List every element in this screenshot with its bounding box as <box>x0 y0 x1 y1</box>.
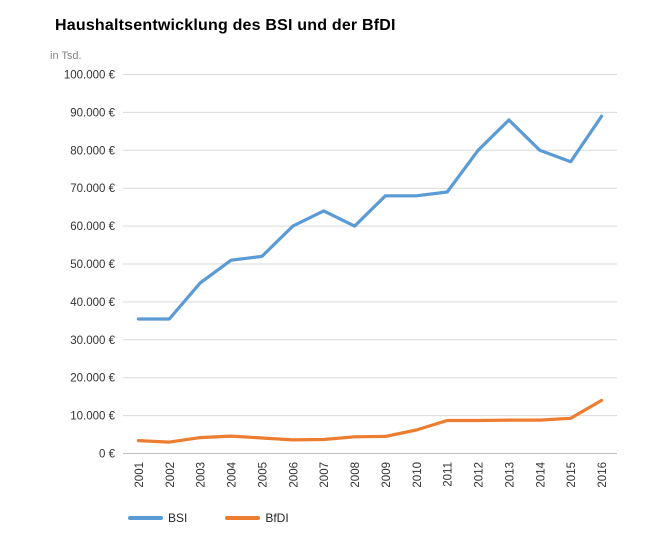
x-axis-tick-label: 2010 <box>412 462 424 488</box>
x-axis-tick-label: 2008 <box>350 462 362 488</box>
x-axis-tick-label: 2005 <box>257 462 269 488</box>
y-axis-tick-label: 50.000 € <box>70 259 115 271</box>
x-axis-tick-label: 2007 <box>319 462 331 488</box>
x-axis-tick-label: 2003 <box>196 462 208 488</box>
legend-item-bfdi: BfDI <box>225 511 289 525</box>
x-axis-tick-label: 2016 <box>597 462 609 488</box>
legend-swatch-bfdi <box>225 516 261 520</box>
x-axis-tick-label: 2011 <box>443 462 455 487</box>
y-axis-tick-label: 90.000 € <box>70 107 115 119</box>
legend-label-bfdi: BfDI <box>265 511 289 525</box>
y-axis-tick-label: 40.000 € <box>70 297 115 309</box>
y-axis-tick-label: 0 € <box>99 449 116 461</box>
x-axis-tick-label: 2009 <box>381 462 393 488</box>
legend-label-bsi: BSI <box>168 511 188 525</box>
y-axis-tick-label: 10.000 € <box>70 411 115 423</box>
series-line-bsi <box>136 114 604 321</box>
chart-title: Haushaltsentwicklung des BSI und der BfD… <box>55 17 396 34</box>
x-axis-tick-label: 2014 <box>535 461 547 487</box>
x-axis-tick-label: 2015 <box>566 462 578 488</box>
x-axis-tick-label: 2004 <box>227 461 239 487</box>
legend-swatch-bsi <box>128 516 163 520</box>
y-axis-tick-label: 60.000 € <box>70 221 115 233</box>
unit-note: in Tsd. <box>50 50 82 62</box>
y-axis-tick-label: 70.000 € <box>70 183 115 195</box>
x-axis-tick-label: 2013 <box>504 462 516 488</box>
x-axis-tick-label: 2006 <box>288 462 300 488</box>
x-axis-tick-label: 2002 <box>165 462 177 488</box>
legend: BSI BfDI <box>128 511 289 525</box>
x-axis-tick-label: 2012 <box>474 462 486 488</box>
x-axis-tick-label: 2001 <box>134 462 146 488</box>
series-line-bfdi <box>136 398 604 444</box>
y-axis-tick-label: 80.000 € <box>70 145 115 157</box>
legend-item-bsi: BSI <box>128 511 187 525</box>
y-axis-tick-label: 100.000 € <box>64 70 116 82</box>
y-axis-tick-label: 20.000 € <box>70 373 115 385</box>
y-axis-tick-label: 30.000 € <box>70 335 115 347</box>
